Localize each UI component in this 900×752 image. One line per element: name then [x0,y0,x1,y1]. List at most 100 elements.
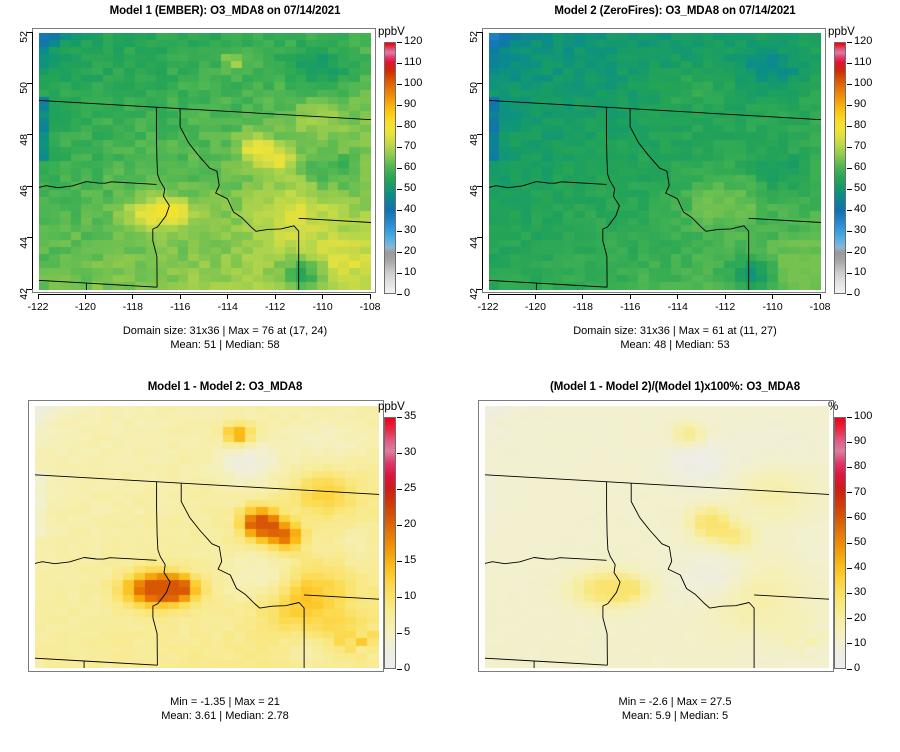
colorbar-tick [847,592,852,594]
y-axis-line [32,32,33,289]
x-axis-tick-label: -108 [359,301,381,313]
panel-caption: Domain size: 31x36 | Max = 76 at (17, 24… [0,325,450,352]
colorbar-tick [397,524,402,526]
colorbar-tick [847,643,852,645]
colorbar-tick-label: 80 [854,119,867,131]
x-axis-tick-label: -118 [122,301,143,313]
y-axis-tick-label: 48 [18,133,30,146]
colorbar-tick-label: 35 [404,410,417,422]
panel-difference: Model 1 - Model 2: O3_MDA8 Min = -1.35 |… [0,376,450,752]
panel-percent-difference: (Model 1 - Model 2)/(Model 1)x100%: O3_M… [450,376,900,752]
colorbar-tick [397,209,402,211]
colorbar-tick-label: 90 [404,98,417,110]
y-axis-tick-label: 44 [18,236,30,249]
colorbar-tick-label: 90 [854,98,867,110]
x-axis-tick [819,294,821,299]
colorbar-tick-label: 0 [404,287,411,299]
ozone-raster [39,33,371,290]
colorbar: ppbV 0 5 10 15 20 25 30 35 [378,401,448,683]
panel-model2: Model 2 (ZeroFires): O3_MDA8 on 07/14/20… [450,0,900,376]
x-axis-line [488,294,820,295]
panel-title: (Model 1 - Model 2)/(Model 1)x100%: O3_M… [549,381,801,393]
colorbar-tick-label: 10 [404,266,417,278]
colorbar-tick-label: 50 [404,182,417,194]
caption-line-2: Mean: 5.9 | Median: 5 [621,709,729,722]
caption-line-1: Min = -2.6 | Max = 27.5 [618,696,732,708]
panel-title: Model 1 (EMBER): O3_MDA8 on 07/14/2021 [109,5,341,17]
colorbar-tick-label: 15 [404,554,417,566]
colorbar-tick [847,272,852,274]
caption-line-1: Domain size: 31x36 | Max = 61 at (11, 27… [573,325,777,337]
x-axis-tick-label: -118 [572,301,593,313]
colorbar-tick-label: 30 [404,224,417,236]
colorbar-tick-label: 30 [404,446,417,458]
colorbar-tick [397,125,402,127]
x-axis-tick-label: -112 [715,301,736,313]
colorbar-tick-label: 0 [854,287,861,299]
colorbar-tick [847,125,852,127]
colorbar-tick [847,62,852,64]
colorbar-tick-label: 40 [854,203,867,215]
colorbar-tick [397,416,402,418]
panel-caption: Min = -2.6 | Max = 27.5 Mean: 5.9 | Media… [450,696,900,723]
colorbar-tick-label: 10 [854,636,867,649]
colorbar-tick [847,188,852,190]
y-axis-tick [27,82,32,84]
colorbar-tick [397,272,402,274]
colorbar-tick-label: 100 [854,410,873,422]
colorbar-tick [847,167,852,169]
colorbar-tick-label: 20 [404,518,417,530]
map-plot-area[interactable] [32,28,376,293]
panel-title: Model 2 (ZeroFires): O3_MDA8 on 07/14/20… [554,5,796,17]
colorbar-tick-label: 5 [404,626,411,638]
map-plot-area[interactable] [482,28,826,293]
x-axis-tick [132,294,134,299]
colorbar-tick [847,517,852,519]
x-axis-tick-label: -120 [74,301,96,313]
x-axis-tick [322,294,324,299]
colorbar-tick-label: 25 [404,482,417,494]
colorbar-tick [397,452,402,454]
map-plot-area[interactable] [478,400,834,672]
colorbar-tick-label: 40 [854,561,867,574]
caption-line-2: Mean: 3.61 | Median: 2.78 [161,709,289,722]
x-axis-tick [534,294,536,299]
colorbar-tick-label: 50 [854,536,867,548]
y-axis-tick-label: 44 [468,236,480,249]
colorbar-tick-label: 30 [854,586,867,599]
x-axis-tick [582,294,584,299]
x-axis-line [38,294,370,295]
x-axis-tick-label: -116 [170,301,191,313]
x-axis-tick-label: -120 [524,301,546,313]
map-plot-area[interactable] [28,400,384,672]
caption-line-1: Domain size: 31x36 | Max = 76 at (17, 24… [122,325,328,337]
colorbar-tick-label: 60 [854,510,867,523]
y-axis-tick [27,185,32,187]
x-axis-tick [37,294,39,299]
colorbar-tick [847,146,852,148]
colorbar-tick [847,83,852,85]
y-axis-tick [477,185,482,187]
x-axis-tick-label: -116 [620,301,641,313]
colorbar-tick [397,560,402,562]
colorbar-tick [847,230,852,232]
x-axis-tick [179,294,181,299]
colorbar: ppbV 0 10 20 30 40 50 60 70 80 90 100 110 120 [378,26,448,308]
colorbar-tick-label: 60 [854,161,867,173]
y-axis-tick [27,237,32,239]
colorbar-tick-label: 0 [404,662,411,674]
colorbar-tick-label: 80 [854,460,867,473]
colorbar-tick-label: 40 [404,203,417,215]
x-axis-tick [369,294,371,299]
colorbar-tick-label: 30 [854,224,867,236]
colorbar-tick-label: 120 [854,35,873,47]
colorbar-unit-label: ppbV [378,26,405,38]
x-axis-tick-label: -114 [667,301,688,313]
caption-line-1: Min = -1.35 | Max = 21 [170,696,280,708]
colorbar-gradient [834,42,846,294]
colorbar-tick [397,146,402,148]
x-axis-tick [274,294,276,299]
y-axis-tick-label: 46 [18,185,30,197]
colorbar-tick [397,167,402,169]
colorbar-tick-label: 70 [854,485,867,498]
